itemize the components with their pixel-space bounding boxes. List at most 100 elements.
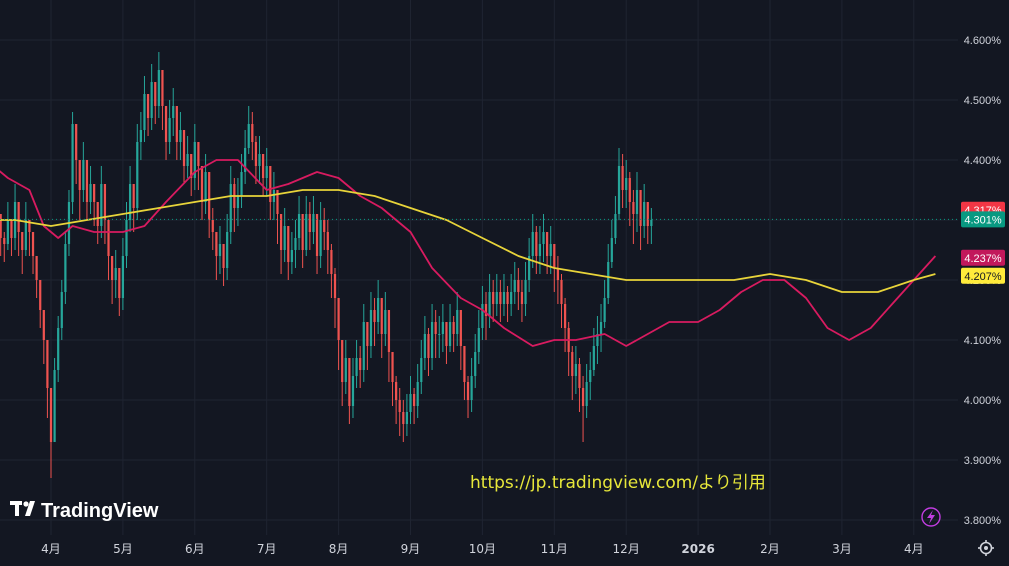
price-badge-label: 4.237% (964, 253, 1002, 265)
candle (650, 208, 653, 244)
price-badge: 4.301% (961, 211, 1005, 228)
price-badge-bg (961, 267, 1005, 284)
candle (524, 262, 527, 316)
candle-body (150, 82, 153, 118)
candle (290, 232, 293, 274)
candle (305, 196, 308, 256)
candle-body (456, 310, 459, 334)
candle (96, 202, 99, 244)
candle (46, 340, 49, 418)
candle (470, 358, 473, 412)
candle (409, 376, 412, 424)
gear-icon[interactable] (978, 540, 994, 556)
candle-body (596, 334, 599, 346)
candle-layer (0, 52, 653, 478)
candle (204, 154, 207, 214)
candle (168, 100, 171, 154)
candle-body (71, 124, 74, 202)
candle-body (506, 292, 509, 304)
candle (377, 280, 380, 334)
candle (528, 238, 531, 292)
candle-body (560, 280, 563, 304)
candle-body (82, 160, 85, 190)
candle (254, 136, 258, 184)
candle (542, 214, 545, 262)
candle (276, 190, 279, 244)
candle-body (85, 160, 89, 202)
candle (265, 148, 268, 196)
candle (445, 322, 448, 364)
x-axis[interactable]: 4月 5月 6月 7月 8月 9月 10月 11月 12月 2026 2月 3月 4月 (41, 542, 923, 556)
candle-body (229, 184, 232, 232)
candle (423, 316, 426, 370)
candle-body (78, 160, 81, 190)
candle (391, 352, 394, 406)
candle (341, 340, 344, 406)
candle (488, 274, 491, 328)
candle-body (31, 232, 35, 256)
candle-body (121, 256, 125, 298)
candle (502, 274, 506, 316)
candle (244, 130, 247, 184)
candle-body (211, 220, 214, 232)
candle (222, 244, 225, 286)
candle-body (380, 298, 383, 334)
candle (89, 166, 92, 214)
candle-body (492, 292, 495, 304)
candle (513, 262, 516, 304)
candle (369, 292, 373, 358)
candle-body (218, 244, 222, 256)
source-note: https://jp.tradingview.com/より引用 (470, 473, 766, 493)
candle (161, 70, 164, 130)
candle-body (244, 148, 247, 172)
candle-body (513, 280, 516, 292)
candle (585, 364, 588, 418)
candle (35, 256, 38, 298)
grid-layer (0, 0, 958, 535)
candle (330, 244, 333, 298)
candle (463, 346, 466, 400)
candle (344, 340, 347, 394)
lightning-bolt-icon[interactable] (921, 507, 941, 527)
candle (578, 358, 581, 412)
candle-body (96, 202, 99, 226)
candle-body (635, 190, 639, 214)
candle-body (57, 328, 60, 370)
y-tick-label: 4.100% (964, 335, 1002, 347)
candle (499, 280, 502, 322)
candle (621, 154, 624, 208)
candle (60, 280, 63, 340)
candle (430, 304, 434, 370)
candle (625, 160, 628, 208)
candle-body (341, 340, 344, 382)
candle-body (111, 256, 114, 280)
candle-body (6, 220, 9, 244)
candle (193, 124, 196, 190)
candle-body (646, 202, 649, 226)
candle-body (452, 322, 455, 334)
candle (279, 214, 283, 274)
tradingview-logo[interactable]: TradingView (10, 500, 159, 522)
candle-body (348, 358, 351, 406)
candle-body (625, 178, 628, 190)
candle-body (222, 244, 225, 268)
candle (510, 274, 513, 316)
candle (251, 112, 254, 160)
candle-body (445, 322, 448, 346)
candle-body (269, 166, 272, 202)
candle-body (481, 304, 484, 328)
candle (150, 64, 153, 130)
candle (466, 376, 470, 418)
candle (103, 184, 107, 244)
candle (589, 352, 592, 400)
candle-body (103, 184, 107, 220)
candle-body (17, 202, 20, 232)
candle-body (395, 382, 398, 400)
candle-body (589, 370, 592, 382)
candle (186, 136, 189, 178)
candle-body (46, 340, 49, 388)
candle (610, 220, 613, 268)
candle-body (179, 130, 182, 142)
candle (441, 304, 444, 352)
